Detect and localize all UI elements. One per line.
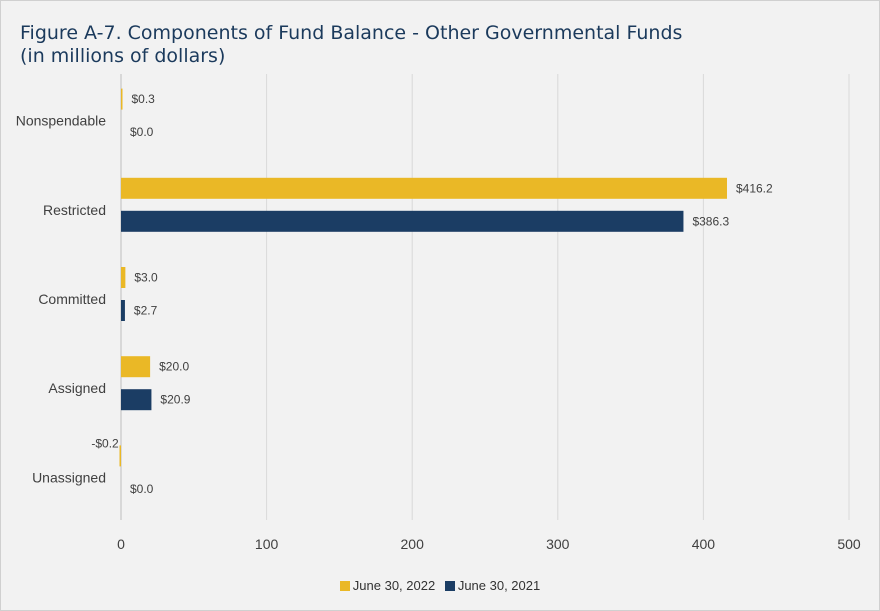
- bar-2021: [121, 389, 152, 411]
- category-label: Committed: [38, 291, 106, 307]
- legend-item-2022: June 30, 2022: [339, 578, 436, 593]
- bar-2021: [121, 210, 684, 232]
- bar-2022: [121, 356, 151, 378]
- data-label: $0.0: [130, 482, 154, 496]
- data-label: $3.0: [134, 271, 158, 285]
- bar-2022: [121, 267, 126, 288]
- bar-2021: [121, 300, 125, 321]
- data-label: $416.2: [736, 181, 773, 195]
- category-label: Unassigned: [32, 469, 106, 485]
- legend: June 30, 2022 June 30, 2021: [0, 578, 880, 594]
- data-label: $0.3: [132, 92, 156, 106]
- x-tick-label: 400: [692, 536, 716, 552]
- category-label: Assigned: [48, 380, 106, 396]
- legend-item-2021: June 30, 2021: [444, 578, 541, 593]
- bar-2022: [119, 445, 121, 467]
- chart-title-line2: (in millions of dollars): [20, 45, 226, 67]
- data-label: $0.0: [130, 125, 154, 139]
- chart-title-line1: Figure A-7. Components of Fund Balance -…: [20, 22, 683, 44]
- data-label: $2.7: [134, 304, 158, 318]
- bar-2022: [121, 88, 123, 110]
- legend-label-2022: June 30, 2022: [352, 578, 436, 593]
- legend-label-2021: June 30, 2021: [457, 578, 541, 593]
- category-label: Nonspendable: [16, 113, 107, 129]
- data-label: $386.3: [692, 214, 729, 228]
- bar-2022: [121, 177, 727, 199]
- x-tick-label: 500: [837, 536, 861, 552]
- data-label: -$0.2: [91, 436, 119, 450]
- legend-swatch-2022: [339, 580, 350, 591]
- x-tick-label: 100: [255, 536, 279, 552]
- category-label: Restricted: [43, 202, 106, 218]
- legend-swatch-2021: [444, 580, 455, 591]
- x-tick-label: 200: [401, 536, 425, 552]
- data-label: $20.0: [159, 360, 189, 374]
- data-label: $20.9: [160, 393, 190, 407]
- x-tick-label: 300: [546, 536, 570, 552]
- chart-title: Figure A-7. Components of Fund Balance -…: [20, 22, 682, 68]
- x-tick-label: 0: [117, 536, 125, 552]
